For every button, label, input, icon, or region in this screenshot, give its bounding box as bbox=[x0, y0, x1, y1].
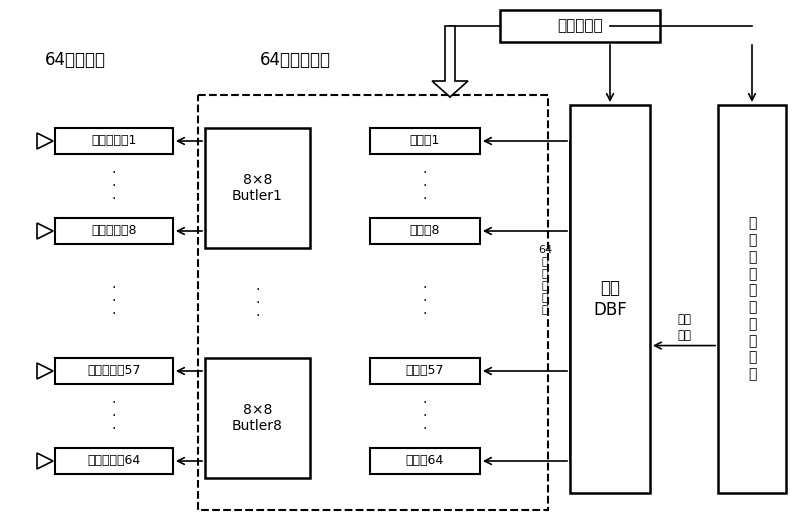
Text: 发射
DBF: 发射 DBF bbox=[593, 279, 627, 319]
Text: ·
·
·: · · · bbox=[112, 166, 116, 206]
Text: 发射机57: 发射机57 bbox=[406, 365, 444, 378]
Bar bbox=[370, 448, 480, 474]
Text: 发
射
系
统
通
道
校
准
模
块: 发 射 系 统 通 道 校 准 模 块 bbox=[748, 217, 756, 381]
Bar bbox=[205, 128, 310, 248]
Text: ·
·
·: · · · bbox=[423, 281, 427, 321]
Bar bbox=[55, 128, 173, 154]
Polygon shape bbox=[37, 223, 53, 239]
Text: 64路发射通道: 64路发射通道 bbox=[259, 51, 330, 69]
Polygon shape bbox=[432, 26, 468, 97]
Bar bbox=[55, 218, 173, 244]
Text: 8×8
Butler1: 8×8 Butler1 bbox=[232, 173, 283, 204]
Bar bbox=[500, 10, 660, 42]
Bar bbox=[55, 358, 173, 384]
Bar bbox=[198, 95, 548, 510]
Bar bbox=[205, 358, 310, 478]
Text: 8×8
Butler8: 8×8 Butler8 bbox=[232, 402, 283, 433]
Text: 发射机64: 发射机64 bbox=[406, 454, 444, 468]
Bar bbox=[370, 218, 480, 244]
Polygon shape bbox=[37, 363, 53, 379]
Text: 64
路
射
频
信
号: 64 路 射 频 信 号 bbox=[538, 245, 552, 315]
Text: ·
·
·: · · · bbox=[423, 166, 427, 206]
Text: 收发双工器8: 收发双工器8 bbox=[91, 225, 137, 238]
Text: ·
·
·: · · · bbox=[255, 283, 260, 323]
Polygon shape bbox=[37, 453, 53, 469]
Text: ·
·
·: · · · bbox=[112, 396, 116, 436]
Text: 统一频率源: 统一频率源 bbox=[557, 18, 603, 34]
Text: 收发双工器64: 收发双工器64 bbox=[87, 454, 141, 468]
Bar bbox=[370, 358, 480, 384]
Bar bbox=[370, 128, 480, 154]
Text: 发射机8: 发射机8 bbox=[410, 225, 440, 238]
Text: ·
·
·: · · · bbox=[112, 281, 116, 321]
Bar bbox=[55, 448, 173, 474]
Text: 64元馈源阵: 64元馈源阵 bbox=[45, 51, 106, 69]
Bar bbox=[718, 105, 786, 493]
Text: 发射机1: 发射机1 bbox=[410, 135, 440, 147]
Text: 数字
信号: 数字 信号 bbox=[677, 313, 691, 342]
Bar bbox=[570, 105, 650, 493]
Text: 收发双工器57: 收发双工器57 bbox=[87, 365, 141, 378]
Text: ·
·
·: · · · bbox=[423, 396, 427, 436]
Text: 收发双工器1: 收发双工器1 bbox=[91, 135, 137, 147]
Polygon shape bbox=[37, 133, 53, 149]
